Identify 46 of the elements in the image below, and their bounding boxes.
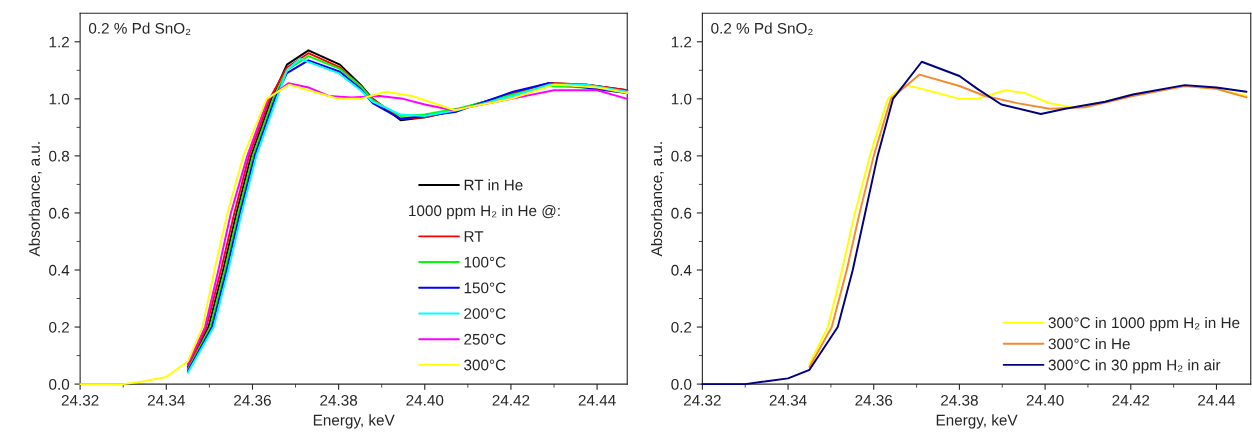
legend-label: 250°C: [464, 333, 506, 345]
y-axis-title: Absorbance, a.u.: [650, 142, 664, 257]
legend-label: 150°C: [464, 282, 506, 294]
x-tick-label: 24.38: [320, 394, 358, 406]
legend-label: 300°C in He: [1048, 338, 1130, 350]
x-tick-label: 24.44: [1198, 394, 1236, 406]
x-axis-title: Energy, keV: [936, 414, 1018, 429]
legend-label: RT in He: [464, 179, 523, 191]
y-tick-label: 1.2: [49, 36, 69, 48]
y-tick-label: 0.6: [49, 207, 70, 219]
legend-label: 300°C in 1000 ppm H₂ in He: [1048, 316, 1240, 332]
y-tick-label: 0.8: [671, 150, 692, 162]
line-series: [701, 60, 1248, 386]
y-tick-label: 1.0: [671, 93, 692, 105]
y-tick-label: 1.0: [49, 93, 70, 105]
annotation: 1000 ppm H₂ in He @:: [409, 204, 560, 220]
x-tick-label: 24.36: [234, 394, 271, 406]
legend-label: RT: [464, 231, 484, 242]
text: 0.2 % Pd SnO₂: [711, 22, 813, 35]
x-tick-label: 24.44: [578, 394, 616, 406]
y-tick-label: 0.8: [49, 150, 70, 162]
y-tick-label: 0.4: [671, 264, 692, 276]
x-tick-label: 24.36: [855, 394, 893, 406]
legend-label: 300°C in 30 ppm H₂ in air: [1048, 359, 1221, 374]
y-tick-label: 0.2: [49, 321, 69, 333]
y-tick-label: 0.4: [49, 264, 70, 276]
text: 0.2 % Pd SnO₂: [88, 22, 191, 35]
x-tick-label: 24.32: [61, 394, 99, 406]
legend-label: 200°C: [464, 308, 506, 319]
y-tick-label: 0.0: [49, 378, 70, 390]
y-tick-label: 0.2: [671, 321, 692, 333]
x-tick-label: 24.40: [1026, 394, 1064, 406]
x-tick-label: 24.38: [941, 394, 978, 406]
legend-label: 300°C: [464, 359, 506, 371]
legend-label: 100°C: [464, 256, 506, 268]
x-tick-label: 24.34: [769, 394, 807, 406]
x-tick-label: 24.42: [1112, 394, 1150, 406]
x-axis-title: Energy, keV: [313, 414, 395, 429]
y-tick-label: 0.6: [671, 207, 692, 219]
y-axis-title: Absorbance, a.u.: [28, 142, 42, 257]
x-tick-label: 24.42: [492, 394, 530, 406]
y-tick-label: 1.2: [671, 36, 692, 48]
y-tick-label: 0.0: [671, 378, 692, 390]
x-tick-label: 24.40: [406, 394, 444, 406]
x-tick-label: 24.32: [684, 394, 721, 406]
x-tick-label: 24.34: [147, 394, 185, 406]
